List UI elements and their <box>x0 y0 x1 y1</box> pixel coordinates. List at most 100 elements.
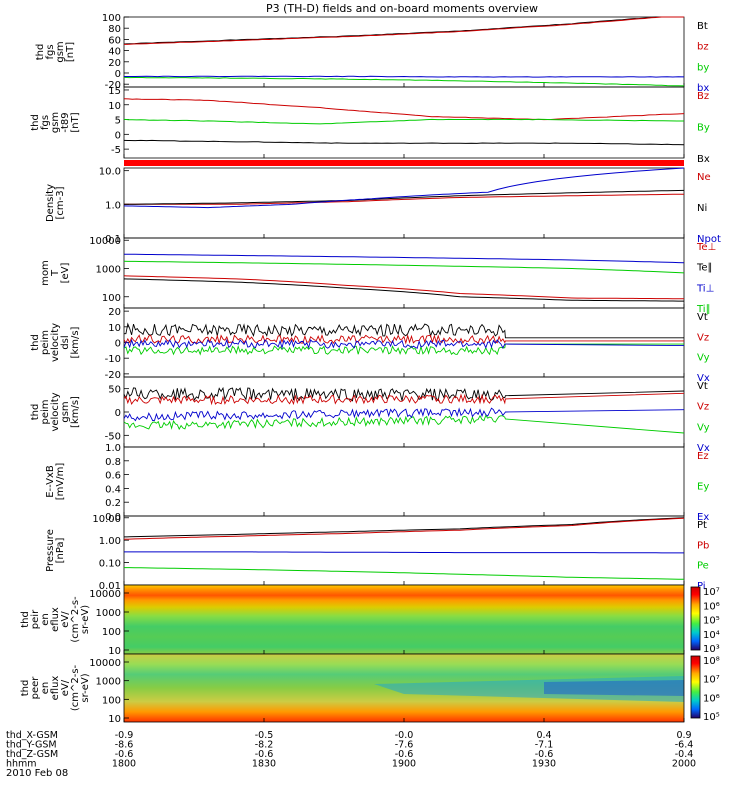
y-tick-label: 10 <box>108 101 121 112</box>
orbit-value: 0.9 <box>676 730 691 741</box>
series-Npot <box>123 167 685 209</box>
y-tick-label: 0.1 <box>105 234 121 245</box>
orbit-row-label: thd_Y-GSM <box>6 740 57 751</box>
y-axis-label: Density[cm-3] <box>45 184 66 222</box>
y-axis-label-line: gsm <box>50 112 61 133</box>
legend-Vz: Vz <box>697 402 709 413</box>
series-Vt <box>123 386 685 402</box>
orbit-row-label: thd_X-GSM <box>6 730 58 741</box>
y-axis-label-line: [nPa] <box>55 537 66 563</box>
panel-frame <box>123 237 685 309</box>
orbit-row-label: thd_Z-GSM <box>6 749 58 760</box>
orbit-value: -8.2 <box>255 740 274 751</box>
legend-Ti⊥: Ti⊥ <box>696 283 714 294</box>
y-tick-label: 0.2 <box>105 498 121 509</box>
legend-Te∥: Te∥ <box>696 263 713 274</box>
y-axis-label-line: gsm <box>60 401 71 422</box>
panel-peir-en-eflux: 10⁷ 10⁶ 10⁵ 10⁴ 10³ 10000 1000 100 10 thdpeirenef… <box>20 584 720 657</box>
plot-title: P3 (TH-D) fields and on-board moments ov… <box>266 2 538 15</box>
legend-Ti∥: Ti∥ <box>696 304 711 315</box>
y-axis-label-line: thd <box>30 404 41 421</box>
y-tick-label: 15 <box>108 86 121 97</box>
y-axis-label-line: thd <box>20 611 31 628</box>
y-tick-label: 0 <box>115 339 121 350</box>
orbit-value: -0.9 <box>115 730 134 741</box>
series-Vy <box>123 414 685 434</box>
y-axis-label-line: peir <box>30 609 41 629</box>
legend-Bx: Bx <box>697 154 710 165</box>
y-axis-label-line: thd <box>35 44 46 61</box>
series-Ne <box>124 193 685 205</box>
panel-peim-velocity-gsm: 50 0 -50 thdpeimvelocitygsm[km/s] Vt Vz Vy Vx <box>30 376 710 454</box>
y-tick-label: 10000 <box>89 236 121 247</box>
y-axis-label-line: peer <box>30 676 41 700</box>
series-Ti∥ <box>123 260 685 274</box>
y-axis-label-line: fgs <box>45 44 56 59</box>
y-tick-label: 1.0 <box>105 200 121 211</box>
legend-Pb: Pb <box>697 540 709 551</box>
y-axis-label-line: [cm-3] <box>55 186 66 219</box>
y-tick-label: 10000 <box>89 589 121 600</box>
colorbar-label: 10⁵ <box>703 712 720 723</box>
legend-Vt: Vt <box>697 312 708 323</box>
y-axis-label-line: mom <box>40 260 51 286</box>
y-tick-label: -20 <box>105 80 121 91</box>
y-axis-label-line: (cm^2-s- <box>70 664 81 711</box>
y-tick-label: 20 <box>108 307 121 318</box>
y-axis-label-line: Pressure <box>45 529 56 572</box>
orbit-row-label: hhmm <box>6 759 37 770</box>
y-axis-label-line: -t89 <box>60 112 71 132</box>
panel-separator-bar <box>124 160 684 166</box>
series-Pe <box>124 567 685 580</box>
colorbar-label: 10³ <box>703 644 720 655</box>
legend-By: By <box>697 123 710 134</box>
y-tick-label: 60 <box>108 35 121 46</box>
orbit-value: -0.6 <box>255 749 274 760</box>
orbit-value: -0.6 <box>395 749 414 760</box>
panel-frame <box>123 307 685 378</box>
legend-Bt: Bt <box>697 21 708 32</box>
legend-Vy: Vy <box>697 353 710 364</box>
colorbar-label: 10⁵ <box>703 616 720 627</box>
orbit-value: -0.4 <box>675 749 694 760</box>
y-tick-label: 10 <box>108 323 121 334</box>
series-bx <box>124 75 685 78</box>
colorbar-label: 10⁷ <box>703 675 720 686</box>
colorbar <box>690 586 701 651</box>
colorbar <box>690 655 701 719</box>
y-axis-label-line: [km/s] <box>70 396 81 428</box>
legend-Vt: Vt <box>697 381 708 392</box>
y-axis-label-line: thd <box>20 680 31 697</box>
y-tick-label: 0.10 <box>99 559 121 570</box>
legend-by: by <box>697 62 709 73</box>
y-axis-label: Pressure[nPa] <box>45 529 66 572</box>
y-axis-label: momT[eV] <box>40 260 71 286</box>
y-tick-label: 10 <box>108 646 121 657</box>
spectrogram-image <box>124 585 684 654</box>
orbit-value: 1800 <box>112 759 136 770</box>
panel-frame <box>123 446 685 517</box>
series-By <box>123 118 684 125</box>
y-axis-label-line: sr-eV) <box>80 605 91 634</box>
y-tick-label: 0 <box>115 130 121 141</box>
panel-pressure: 10.00 1.00 0.10 0.01 Pressure[nPa] Pt Pb Pe Pi <box>45 514 709 592</box>
legend-Vy: Vy <box>697 422 710 433</box>
series-Vt <box>124 322 684 339</box>
series-Vx <box>123 338 685 350</box>
orbit-value: -0.6 <box>535 749 554 760</box>
y-tick-label: 0.8 <box>105 457 121 468</box>
orbit-value: 0.4 <box>536 730 551 741</box>
colorbar-label: 10⁶ <box>703 693 720 704</box>
colorbar-label: 10⁷ <box>703 587 720 598</box>
y-tick-label: -50 <box>105 431 121 442</box>
y-tick-label: 20 <box>108 58 121 69</box>
y-tick-label: -20 <box>105 370 121 381</box>
legend-Ez: Ez <box>697 451 709 462</box>
y-axis-label-line: eV/ <box>60 611 71 628</box>
y-axis-label: thdpeerenefluxeV/(cm^2-s-sr-eV) <box>20 664 91 711</box>
panel-peim-velocity-dsl: 20 10 0 -10 -20 thdpeimvelocitydsl[km/s] Vt Vz V… <box>30 307 710 384</box>
y-tick-label: 10000 <box>89 658 121 669</box>
y-tick-label: 1000 <box>96 264 121 275</box>
y-tick-label: 100 <box>102 695 121 706</box>
